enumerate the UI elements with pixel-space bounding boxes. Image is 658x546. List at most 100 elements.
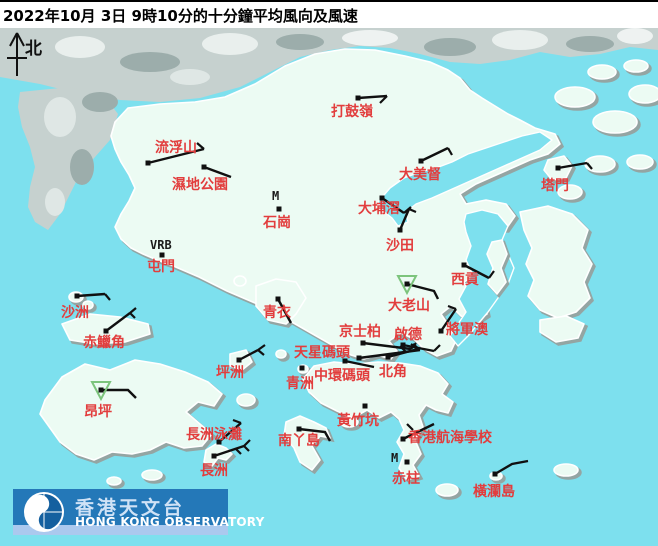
- station-label: 南丫島: [278, 433, 320, 449]
- station-dot: [211, 453, 217, 459]
- wind-barb: [357, 94, 388, 100]
- station-dot: [342, 358, 348, 364]
- wind-barb: [298, 427, 332, 442]
- wind-barb-feather: [129, 312, 136, 319]
- wind-barb: [344, 359, 375, 369]
- station-label: 坪洲: [216, 365, 244, 381]
- logo-banner-strip: [13, 525, 228, 535]
- station-label: 將軍澳: [446, 322, 488, 338]
- station-dot: [236, 357, 242, 363]
- north-arrow: [7, 32, 27, 76]
- wind-barb: [387, 347, 419, 359]
- wind-barb: [381, 197, 405, 214]
- station-label: 石崗: [263, 215, 291, 231]
- station-label: 打鼓嶺: [331, 104, 373, 120]
- wind-barb: [76, 292, 106, 298]
- wind-barb: [402, 422, 435, 441]
- station-label: 啟德: [394, 327, 422, 343]
- wind-barb: [276, 298, 293, 324]
- wind-barb: [398, 208, 411, 231]
- station-dot: [438, 328, 444, 334]
- station-dot: [379, 195, 385, 201]
- station-label: 西貢: [451, 272, 479, 288]
- wind-barb-feather: [196, 142, 205, 150]
- station-dot: [555, 165, 561, 171]
- station-dot: [400, 436, 406, 442]
- station-label: 北角: [379, 364, 407, 380]
- wind-barb-feather: [447, 304, 457, 311]
- station-dot: [103, 328, 109, 334]
- terrain-texture: [44, 28, 653, 216]
- station-label: 濕地公園: [172, 177, 228, 193]
- wind-barb: [463, 263, 490, 280]
- wind-barb-feather: [586, 162, 593, 170]
- station-label: 塔門: [541, 178, 569, 194]
- logo-english-name: HONG KONG OBSERVATORY: [75, 515, 265, 529]
- wind-barb-feather: [447, 147, 453, 156]
- mainland-terrain: [0, 28, 658, 230]
- station-dot: [404, 459, 410, 465]
- station-dot: [360, 340, 366, 346]
- station-dot: [299, 365, 305, 371]
- map-title: 2022年10月 3日 9時10分的十分鐘平均風向及風速: [3, 7, 358, 25]
- wind-barb: [213, 444, 245, 458]
- tolo-harbour: [377, 131, 553, 227]
- station-label: 大美督: [399, 167, 441, 183]
- station-label: 青衣: [263, 305, 291, 321]
- wind-barb: [147, 147, 205, 165]
- wind-barb: [440, 308, 457, 332]
- station-label: 香港航海學校: [408, 430, 492, 446]
- wind-barb-feather: [243, 445, 250, 452]
- station-dot: [74, 293, 80, 299]
- station-label: 京士柏: [339, 324, 381, 340]
- station-dot: [276, 206, 282, 212]
- station-dot: [385, 354, 391, 360]
- station-marker-m: M: [272, 189, 280, 203]
- title-strip: [0, 2, 658, 28]
- station-dot: [98, 387, 104, 393]
- station-dot: [461, 262, 467, 268]
- wind-barb-feather: [488, 270, 495, 279]
- station-dot: [362, 403, 368, 409]
- wind-barb: [494, 459, 529, 476]
- wind-barb: [420, 146, 449, 163]
- station-label: 長洲: [200, 463, 228, 479]
- station-dot: [400, 342, 406, 348]
- station-dot: [216, 439, 222, 445]
- wind-barb-feather: [410, 343, 419, 350]
- station-dot: [145, 160, 151, 166]
- station-label: 赤鱲角: [83, 335, 125, 351]
- station-label: 流浮山: [155, 140, 197, 156]
- hko-logo-banner: 香港天文台 HONG KONG OBSERVATORY: [13, 489, 264, 535]
- north-label: 北: [25, 39, 42, 59]
- wind-barb-feather: [399, 345, 407, 353]
- wind-barb: [203, 165, 232, 179]
- station-label: 赤柱: [392, 471, 420, 487]
- wind-barb: [406, 282, 440, 300]
- wind-barb-feather: [235, 448, 242, 455]
- wind-barb-feather: [406, 423, 414, 431]
- station-label: 青洲: [286, 376, 314, 392]
- station-dot: [356, 355, 362, 361]
- station-label: 昂坪: [84, 404, 112, 420]
- station-dot: [492, 471, 498, 477]
- station-dot: [404, 281, 410, 287]
- station-dot: [201, 164, 207, 170]
- logo-chinese-name: 香港天文台: [75, 497, 186, 519]
- station-label: 沙田: [386, 238, 414, 254]
- stations-layer: [74, 94, 593, 477]
- station-dot: [296, 426, 302, 432]
- wind-barb-feather: [129, 307, 137, 314]
- wind-barb-feather: [379, 95, 388, 104]
- station-dot: [397, 227, 403, 233]
- hill-station-triangle: [90, 381, 112, 402]
- station-label: 長洲泳灘: [186, 427, 242, 443]
- wind-barb: [218, 422, 242, 443]
- station-marker-vrb: VRB: [150, 238, 172, 252]
- station-label: 黃竹坑: [337, 413, 379, 429]
- station-label: 大埔滘: [358, 201, 400, 217]
- wind-barb: [105, 312, 131, 332]
- wind-barb-feather: [433, 344, 441, 352]
